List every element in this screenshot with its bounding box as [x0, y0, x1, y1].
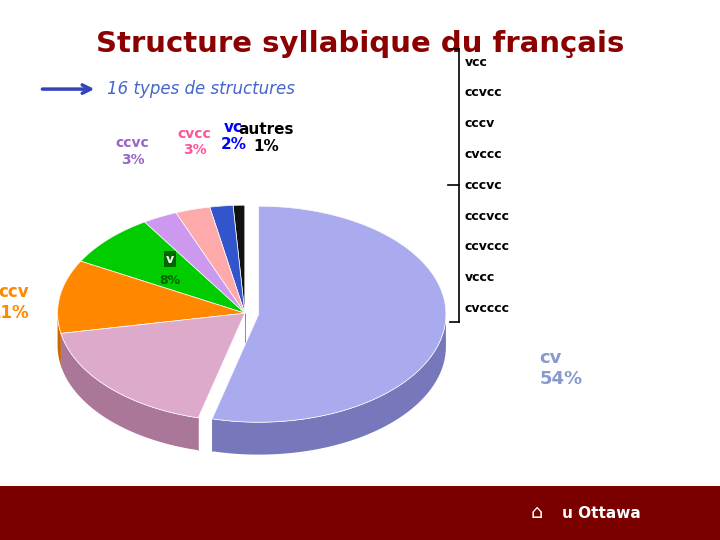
Polygon shape — [233, 205, 245, 313]
Text: ccvc
3%: ccvc 3% — [116, 136, 150, 166]
Polygon shape — [233, 205, 245, 313]
Polygon shape — [145, 213, 245, 313]
Text: Structure syllabique du français: Structure syllabique du français — [96, 30, 624, 58]
Text: ccvccc: ccvccc — [464, 240, 510, 253]
Text: vcc: vcc — [464, 56, 487, 69]
Text: cccv: cccv — [464, 117, 495, 130]
Polygon shape — [145, 213, 245, 313]
Text: ccv
11%: ccv 11% — [0, 283, 29, 322]
Text: cvcccc: cvcccc — [464, 302, 510, 315]
Text: cvc
18%: cvc 18% — [167, 483, 210, 522]
Polygon shape — [176, 207, 245, 313]
Text: cv
54%: cv 54% — [539, 349, 582, 388]
Polygon shape — [58, 313, 61, 366]
Text: cvcc
3%: cvcc 3% — [178, 126, 212, 157]
Polygon shape — [61, 333, 198, 450]
Polygon shape — [212, 315, 446, 455]
Text: ⌂: ⌂ — [530, 503, 543, 523]
Polygon shape — [61, 313, 245, 418]
Polygon shape — [210, 205, 245, 313]
Text: 8%: 8% — [159, 274, 180, 287]
Text: 16 types de structures: 16 types de structures — [107, 80, 294, 98]
FancyBboxPatch shape — [0, 486, 720, 540]
Polygon shape — [81, 222, 245, 313]
Text: ccvcc: ccvcc — [464, 86, 502, 99]
Text: autres
1%: autres 1% — [238, 122, 294, 154]
Polygon shape — [58, 261, 245, 333]
Polygon shape — [212, 206, 446, 422]
Polygon shape — [210, 205, 245, 313]
Polygon shape — [176, 207, 245, 313]
Text: vccc: vccc — [464, 271, 495, 284]
Polygon shape — [61, 313, 245, 418]
Text: v: v — [166, 253, 174, 266]
Text: cccvc: cccvc — [464, 179, 502, 192]
Polygon shape — [58, 261, 245, 333]
Text: cvccc: cvccc — [464, 148, 502, 161]
Polygon shape — [81, 222, 245, 313]
Text: u Ottawa: u Ottawa — [562, 505, 640, 521]
Text: vc
2%: vc 2% — [220, 120, 246, 152]
Text: cccvcc: cccvcc — [464, 210, 510, 222]
Polygon shape — [212, 206, 446, 422]
